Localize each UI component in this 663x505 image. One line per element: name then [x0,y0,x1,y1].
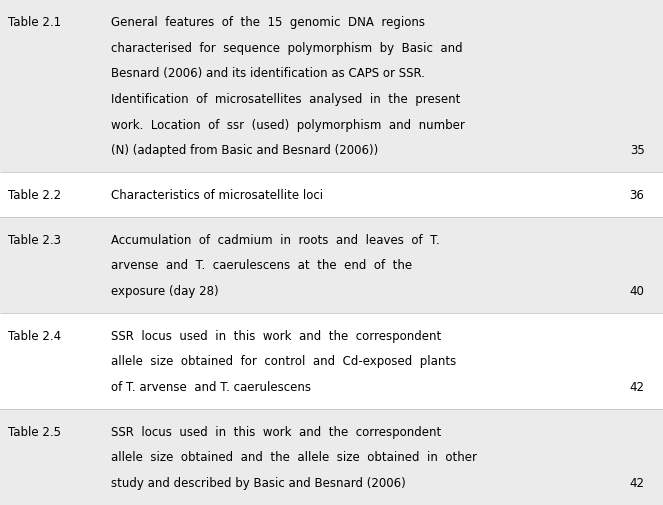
Text: General  features  of  the  15  genomic  DNA  regions: General features of the 15 genomic DNA r… [111,16,426,29]
Text: Table 2.3: Table 2.3 [8,233,61,246]
Text: Table 2.5: Table 2.5 [8,425,61,438]
Bar [0,217,663,313]
Text: 40: 40 [630,284,644,297]
Text: 36: 36 [630,188,644,201]
Text: Characteristics of microsatellite loci: Characteristics of microsatellite loci [111,188,324,201]
Text: (N) (adapted from Basic and Besnard (2006)): (N) (adapted from Basic and Besnard (200… [111,144,379,157]
Text: 42: 42 [629,380,644,393]
Bar [0,0,663,173]
Text: characterised  for  sequence  polymorphism  by  Basic  and: characterised for sequence polymorphism … [111,41,463,55]
Text: SSR  locus  used  in  this  work  and  the  correspondent: SSR locus used in this work and the corr… [111,329,442,342]
Text: Table 2.1: Table 2.1 [8,16,61,29]
Text: 35: 35 [630,144,644,157]
Text: Accumulation  of  cadmium  in  roots  and  leaves  of  T.: Accumulation of cadmium in roots and lea… [111,233,440,246]
Text: Table 2.4: Table 2.4 [8,329,61,342]
Text: 42: 42 [629,476,644,489]
Text: Table 2.2: Table 2.2 [8,188,61,201]
Bar [0,313,663,409]
Bar [0,173,663,217]
Text: SSR  locus  used  in  this  work  and  the  correspondent: SSR locus used in this work and the corr… [111,425,442,438]
Text: Besnard (2006) and its identification as CAPS or SSR.: Besnard (2006) and its identification as… [111,67,426,80]
Text: Identification  of  microsatellites  analysed  in  the  present: Identification of microsatellites analys… [111,93,461,106]
Text: arvense  and  T.  caerulescens  at  the  end  of  the: arvense and T. caerulescens at the end o… [111,259,412,272]
Text: allele  size  obtained  for  control  and  Cd-exposed  plants: allele size obtained for control and Cd-… [111,355,457,368]
Text: study and described by Basic and Besnard (2006): study and described by Basic and Besnard… [111,476,406,489]
Text: of T. arvense  and T. caerulescens: of T. arvense and T. caerulescens [111,380,312,393]
Text: allele  size  obtained  and  the  allele  size  obtained  in  other: allele size obtained and the allele size… [111,450,477,464]
Text: work.  Location  of  ssr  (used)  polymorphism  and  number: work. Location of ssr (used) polymorphis… [111,118,465,131]
Text: exposure (day 28): exposure (day 28) [111,284,219,297]
Bar [0,409,663,505]
